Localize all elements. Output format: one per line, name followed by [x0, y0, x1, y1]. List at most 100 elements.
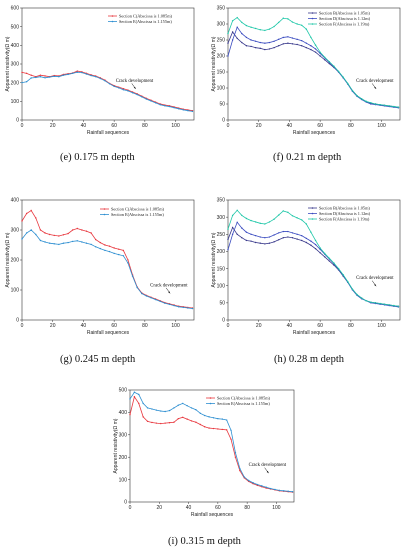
chart-e-series-0-point-2 — [30, 74, 32, 76]
chart-f-ytick-label-3: 150 — [217, 70, 226, 76]
chart-i-series-0-point-11 — [177, 417, 180, 420]
chart-i-series-1-point-8 — [164, 410, 166, 413]
chart-i-series-1-point-1 — [133, 391, 136, 393]
chart-h-series-2-point-31 — [370, 301, 372, 303]
chart-e-ytick-label-4: 400 — [11, 43, 20, 49]
chart-h-series-0-point-4 — [245, 239, 248, 242]
chart-h-series-2-point-12 — [282, 210, 284, 212]
chart-f-xlabel: Rainfall sequences — [293, 130, 336, 136]
chart-e-xtick-label-5: 100 — [171, 123, 180, 129]
chart-i-series-0-point-22 — [225, 429, 228, 431]
chart-h-series-2-point-5 — [250, 219, 252, 222]
chart-e-legend-label-0: Section C(Abscissa is 1.085m) — [119, 14, 173, 19]
chart-h-series-2-point-0 — [227, 228, 229, 230]
chart-i-annotation-text: Crack development — [249, 463, 287, 468]
caption-f-text: 0.21 m depth — [286, 152, 342, 163]
chart-i-series-1-point-35 — [283, 490, 285, 492]
chart-f-series-2-point-24 — [337, 70, 340, 73]
chart-h-series-2-point-3 — [241, 214, 243, 217]
chart-i-legend-label-0: Section C(Abscissa is 1.085m) — [217, 396, 271, 401]
chart-g-series-0-point-15 — [90, 232, 92, 234]
chart-i-ytick-label-3: 300 — [119, 433, 128, 439]
chart-f-series-2-point-17 — [305, 28, 308, 30]
chart-f-series-1-point-0 — [227, 55, 229, 57]
chart-g-series-0-point-0 — [21, 220, 23, 222]
chart-h-plot-frame — [227, 199, 401, 321]
chart-f-series-0-point-4 — [245, 45, 248, 47]
chart-i-legend-marker-1 — [209, 402, 212, 405]
chart-f-series-2-point-12 — [282, 17, 284, 19]
chart-e-series-0-point-1 — [25, 72, 28, 75]
chart-g-plot-frame — [21, 199, 195, 321]
chart-g-series-1-point-23 — [127, 262, 129, 264]
chart-e-series-1-point-12 — [76, 71, 78, 73]
chart-i-annotation-arrowhead — [266, 471, 269, 474]
chart-i-series-1-point-12 — [182, 402, 184, 405]
chart-h-xtick-label-1: 20 — [256, 323, 262, 329]
chart-g: 0 100 200 300 400 0 20 40 60 80 100 Rainfall sequen… — [5, 198, 195, 336]
chart-i-xtick-label-4: 80 — [244, 505, 250, 511]
chart-f-series-2-point-32 — [374, 103, 377, 105]
chart-i-series-1-point-23 — [230, 429, 232, 432]
chart-e-annotation-text: Crack development — [116, 79, 154, 84]
chart-h-xlabel: Rainfall sequences — [293, 330, 336, 336]
panel-i: 0 100 200 300 400 500 0 20 40 60 80 100 Rainfall seq… — [112, 384, 298, 524]
chart-g-series-0-point-8 — [58, 235, 60, 237]
chart-f-series-1-point-13 — [287, 36, 289, 38]
chart-e-series-0-point-12 — [76, 70, 78, 72]
chart-f-ytick-label-1: 50 — [219, 102, 225, 108]
chart-i-ytick-label-1: 100 — [119, 477, 128, 483]
chart-i-xlabel: Rainfall sequences — [191, 512, 234, 518]
chart-f-legend-marker-0 — [311, 12, 314, 14]
chart-g-ytick-label-0: 0 — [16, 318, 19, 324]
chart-e-series-0-point-4 — [39, 74, 42, 76]
chart-e-series-1-point-1 — [25, 81, 28, 83]
chart-i-series-0-point-24 — [234, 456, 237, 458]
chart-f-series-0-point-8 — [264, 48, 266, 51]
chart-f-series-0-point-15 — [296, 43, 298, 46]
chart-i-series-0-point-12 — [182, 416, 184, 419]
caption-i-prefix: (i) — [168, 536, 178, 547]
chart-h-series-2-point-30 — [365, 300, 367, 302]
chart-f-series-1-point-31 — [370, 103, 372, 105]
chart-f-series-2-point-2 — [236, 16, 238, 19]
chart-f-ytick-label-5: 250 — [217, 38, 226, 44]
chart-h-series-0-point-10 — [273, 241, 275, 243]
chart-g-series-1-point-32 — [168, 303, 171, 306]
chart-f-series-1-point-7 — [259, 41, 261, 44]
chart-e-series-1-point-27 — [145, 98, 148, 100]
chart-f-ytick-label-7: 350 — [217, 6, 226, 12]
chart-g-series-1-point-10 — [67, 241, 69, 244]
chart-i-series-1-point-34 — [278, 489, 281, 492]
chart-h-series-2-point-27 — [351, 288, 354, 290]
caption-i-text: 0.315 m depth — [180, 536, 241, 547]
chart-e-series-1-point-30 — [159, 103, 161, 106]
chart-h-series-2-point-18 — [310, 231, 312, 233]
chart-i-xtick-label-2: 40 — [186, 505, 192, 511]
chart-f-series-2-point-4 — [245, 24, 248, 27]
chart-i-series-1-point-25 — [239, 467, 241, 470]
chart-h: 0 50 100 150 200 250 300 350 0 20 40 60 80 100 Rainfal… — [211, 198, 401, 336]
caption-g: (g) 0.245 m depth — [60, 354, 135, 365]
chart-h-ylabel: Apparent resistivity(Ω m) — [211, 232, 217, 287]
chart-e-xtick-label-4: 80 — [142, 123, 148, 129]
chart-h-legend-label-2: Section F(Abscissa is 1.19m) — [319, 217, 370, 222]
chart-e-series-1-point-28 — [150, 100, 152, 102]
chart-g-series-line-1 — [21, 229, 193, 309]
chart-f-series-2-point-16 — [301, 24, 303, 26]
chart-g-series-0-point-9 — [62, 234, 65, 236]
chart-g-series-0-point-18 — [104, 244, 106, 246]
chart-e-series-0-point-0 — [21, 71, 23, 74]
chart-e-series-1-point-20 — [113, 85, 115, 88]
caption-h: (h) 0.28 m depth — [274, 354, 344, 365]
chart-f-series-0-point-7 — [259, 47, 261, 50]
chart-f-series-0-point-14 — [291, 43, 294, 45]
chart-i-ylabel: Apparent resistivity(Ω m) — [113, 418, 119, 473]
chart-h-series-1-point-5 — [250, 233, 252, 235]
chart-i-ytick-label-0: 0 — [124, 500, 127, 506]
chart-e-series-1-point-35 — [182, 109, 184, 111]
chart-i-ytick-label-5: 500 — [119, 388, 128, 394]
chart-h-series-0-point-11 — [277, 239, 280, 241]
chart-f-ytick-label-4: 200 — [217, 54, 226, 60]
chart-e-xtick-label-0: 0 — [21, 123, 24, 129]
